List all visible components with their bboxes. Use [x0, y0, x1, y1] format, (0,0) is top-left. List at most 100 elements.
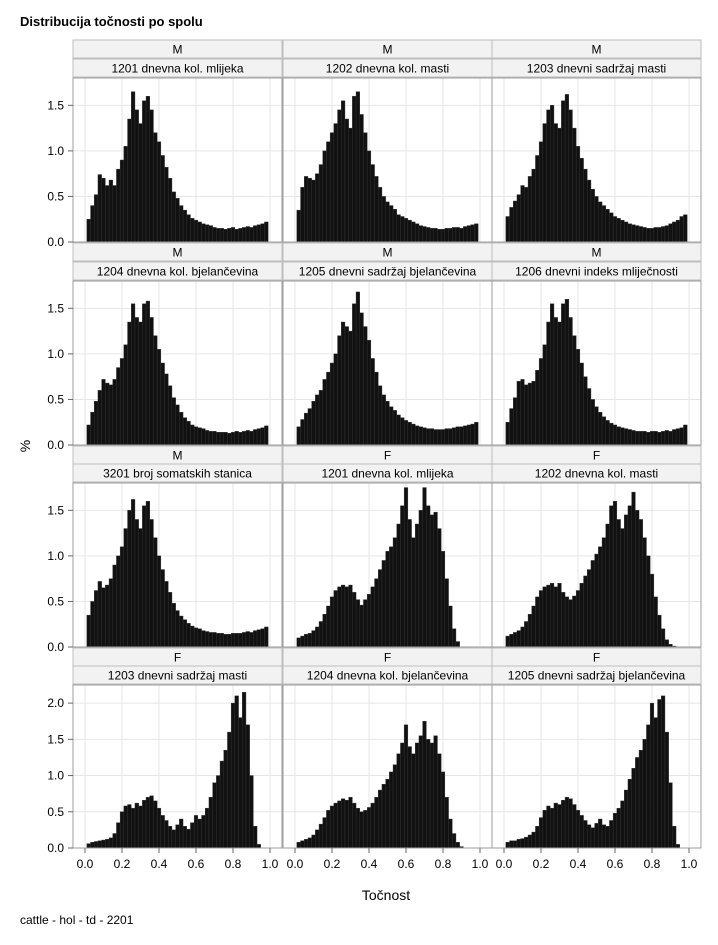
histogram-bar [612, 216, 618, 243]
histogram-bar [296, 209, 301, 243]
histogram-bar [553, 123, 558, 243]
histogram-bar [142, 303, 147, 446]
histogram-bar [653, 717, 658, 849]
histogram-bar [524, 621, 529, 648]
histogram-bar [433, 735, 438, 849]
histogram-bar [594, 196, 599, 243]
y-tick-label: 1.5 [47, 732, 64, 746]
histogram-bar [418, 426, 423, 446]
histogram-bar [182, 826, 187, 849]
histogram-bar [348, 584, 353, 648]
panel-12: F 1205 dnevni sadržaj bjelančevina [491, 647, 702, 849]
x-tick-label: 0.6 [607, 857, 624, 871]
histogram-bar [546, 584, 551, 648]
plot-frame [491, 77, 702, 243]
histogram-bar [587, 388, 592, 446]
histogram-bar [348, 797, 353, 849]
histogram-bar [396, 214, 401, 243]
histogram-bar [594, 553, 599, 648]
histogram-bar [230, 227, 236, 243]
y-tick-label: 1.0 [47, 549, 64, 563]
y-tick-label: 1.0 [47, 144, 64, 158]
histogram-bar [212, 431, 217, 446]
histogram-bar [646, 724, 651, 849]
histogram-bar [333, 802, 338, 849]
histogram-bar [664, 731, 669, 849]
y-tick-label: 0.0 [47, 640, 64, 654]
histogram-bar [411, 221, 416, 243]
histogram-bar [201, 815, 206, 849]
histogram-bar [242, 692, 247, 849]
histogram-bar [97, 840, 102, 849]
histogram-bar [422, 226, 427, 243]
sex-strip [491, 39, 702, 59]
histogram-bar [561, 592, 566, 648]
histogram-bar [97, 581, 102, 648]
histogram-bar [524, 836, 529, 849]
histogram-bar [429, 514, 434, 648]
histogram-bar [348, 127, 353, 243]
histogram-bar [190, 625, 195, 648]
histogram-bar [145, 501, 150, 648]
histogram-bar [175, 198, 180, 243]
histogram-bar [219, 228, 224, 243]
histogram-bar [337, 586, 342, 648]
histogram-bar [315, 394, 320, 446]
histogram-bar [359, 114, 364, 243]
histogram-bar [193, 815, 199, 849]
histogram-bar [179, 615, 184, 648]
y-tick-label: 0.0 [47, 841, 64, 855]
histogram-bar [131, 499, 136, 648]
histogram-bar [112, 379, 117, 446]
histogram-bar [538, 358, 544, 446]
histogram-bar [193, 426, 199, 446]
histogram-bar [579, 362, 584, 446]
histogram-bar [300, 635, 305, 648]
histogram-bar [311, 401, 316, 446]
histogram-bar [407, 219, 412, 243]
histogram-bar [175, 610, 180, 648]
histogram-bar [216, 228, 221, 243]
histogram-bar [590, 827, 595, 849]
histogram-bar [142, 100, 147, 243]
histogram-bar [601, 416, 606, 446]
histogram-bar [605, 826, 610, 849]
histogram-bar [238, 717, 243, 849]
histogram-bar [516, 194, 521, 243]
histogram-bar [296, 842, 301, 849]
histogram-bar [561, 799, 566, 849]
histogram-bar [300, 840, 305, 849]
histogram-bar [542, 586, 547, 648]
histogram-bar [123, 344, 128, 446]
histogram-bar [572, 335, 577, 446]
histogram-bar [448, 228, 453, 243]
histogram-bar [470, 224, 475, 243]
histogram-bar [238, 432, 243, 446]
histogram-bar [156, 807, 162, 849]
histogram-bar [86, 843, 91, 849]
histogram-bar [219, 432, 224, 446]
histogram-bar [403, 218, 409, 243]
histogram-bar [627, 778, 632, 849]
sex-label: M [173, 246, 183, 260]
histogram-bar [249, 431, 254, 446]
histogram-bar [505, 635, 510, 648]
plot-frame [491, 280, 702, 446]
histogram-bar [448, 818, 453, 849]
histogram-bar [620, 800, 625, 849]
histogram-bar [344, 326, 349, 446]
histogram-bar [598, 818, 603, 849]
histogram-bar [123, 528, 128, 648]
histogram-bar [542, 123, 547, 243]
histogram-bar [304, 412, 309, 446]
histogram-bar [455, 842, 460, 849]
histogram-bar [579, 583, 584, 648]
histogram-bar [197, 818, 202, 849]
histogram-bar [352, 303, 357, 446]
histogram-bar [378, 385, 383, 446]
histogram-bar [440, 229, 446, 243]
histogram-bar [329, 362, 335, 446]
histogram-bar [564, 797, 569, 849]
y-tick-label: 0.5 [47, 594, 64, 608]
histogram-bar [300, 187, 305, 243]
